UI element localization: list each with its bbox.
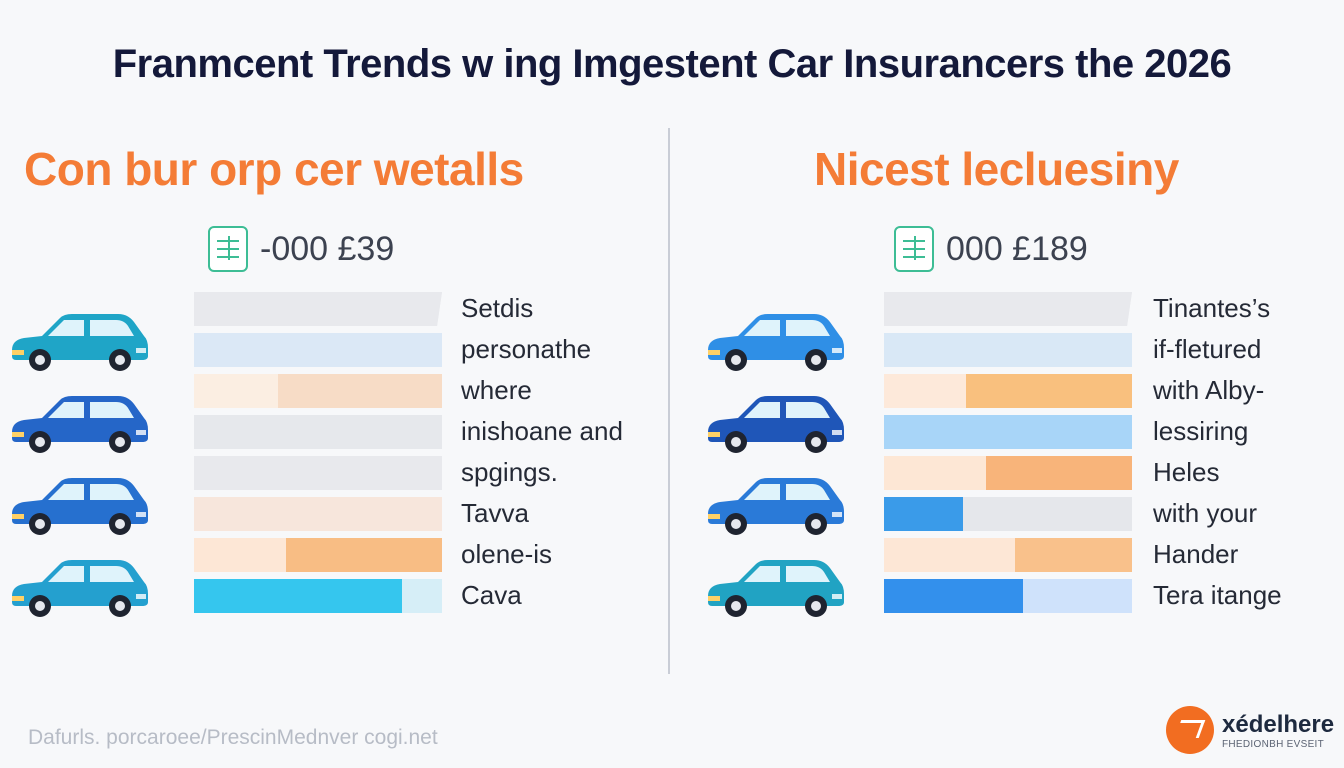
car-icon — [6, 472, 156, 554]
right-description-line: Tera itange — [1153, 580, 1282, 610]
comparison-bar — [884, 374, 1132, 408]
comparison-bar-fill — [965, 374, 1132, 408]
comparison-bar-fill — [985, 456, 1132, 490]
brand-logo-icon — [1166, 706, 1214, 754]
comparison-bar — [194, 292, 442, 326]
comparison-bar — [884, 292, 1132, 326]
comparison-bar — [884, 333, 1132, 367]
comparison-bar — [884, 538, 1132, 572]
comparison-bar — [884, 579, 1132, 613]
comparison-bar-fill — [884, 497, 964, 531]
left-description-line: spgings. — [461, 457, 558, 487]
car-icon — [6, 554, 156, 636]
comparison-bar — [194, 497, 442, 531]
right-price-row: 000 £189 — [894, 226, 1088, 272]
comparison-bar — [194, 456, 442, 490]
left-description-line: Setdis — [461, 293, 534, 323]
comparison-bar — [194, 538, 442, 572]
right-description: Tinantes’s if-fletured with Alby- lessir… — [1153, 288, 1282, 616]
left-description-line: Tavva — [461, 498, 529, 528]
comparison-bar-fill — [884, 292, 1132, 326]
panel-divider — [668, 128, 670, 674]
source-credit: Dafurls. porcaroee/PrescinMednver cogi.n… — [28, 726, 438, 749]
right-car-list — [702, 308, 852, 636]
left-description-line: Cava — [461, 580, 522, 610]
comparison-bar-fill — [278, 374, 442, 408]
right-panel: Nicest lecluesiny 000 £189 Tinantes’s if… — [680, 130, 1344, 630]
left-description-line: olene-is — [461, 539, 553, 569]
comparison-bar — [194, 333, 442, 367]
comparison-bar-fill — [194, 456, 442, 490]
right-description-line: Hander — [1153, 539, 1239, 569]
left-panel-heading: Con bur orp cer wetalls — [24, 143, 524, 195]
right-description-line: lessiring — [1153, 416, 1249, 446]
left-description-line: personathe — [461, 334, 592, 364]
car-icon — [702, 554, 852, 636]
right-description-line: if-fletured — [1153, 334, 1262, 364]
brand-mark: xédelhere FHEDIONBH EVSEIT — [1166, 706, 1334, 754]
comparison-bar-fill — [194, 292, 442, 326]
comparison-bar-fill — [194, 579, 403, 613]
left-description-line: inishoane and — [461, 416, 623, 446]
car-icon — [6, 308, 156, 390]
car-icon — [702, 390, 852, 472]
right-description-line: with your — [1153, 498, 1258, 528]
comparison-bar-fill — [194, 333, 442, 367]
left-description: Setdis personathe where inishoane and sp… — [461, 288, 623, 616]
car-icon — [702, 308, 852, 390]
left-price-text: -000 £39 — [260, 229, 395, 268]
comparison-bar-fill — [884, 579, 1023, 613]
brand-name: xédelhere — [1222, 710, 1335, 738]
comparison-bar — [884, 415, 1132, 449]
left-price-row: -000 £39 — [208, 226, 394, 272]
comparison-bar-fill — [884, 333, 1132, 367]
left-car-list — [6, 308, 156, 636]
brand-tagline: FHEDIONBH EVSEIT — [1222, 738, 1325, 750]
car-icon — [702, 472, 852, 554]
calculator-icon — [894, 226, 934, 272]
comparison-bar-fill — [884, 415, 1132, 449]
comparison-bar — [194, 415, 442, 449]
comparison-bar — [884, 456, 1132, 490]
page-title: Franmcent Trends w ing Imgestent Car Ins… — [112, 42, 1232, 86]
comparison-bar — [194, 579, 442, 613]
left-description-line: where — [461, 375, 532, 405]
left-panel: Con bur orp cer wetalls -000 £39 Setdis … — [0, 130, 660, 630]
right-description-line: Heles — [1153, 457, 1220, 487]
comparison-bar — [884, 497, 1132, 531]
comparison-bar-fill — [194, 497, 442, 531]
right-description-line: with Alby- — [1153, 375, 1265, 405]
left-bar-list — [194, 292, 444, 620]
calculator-icon — [208, 226, 248, 272]
right-price-text: 000 £189 — [946, 229, 1088, 268]
car-icon — [6, 390, 156, 472]
right-description-line: Tinantes’s — [1153, 293, 1271, 323]
comparison-bar-fill — [194, 415, 442, 449]
comparison-bar — [194, 374, 442, 408]
right-bar-list — [884, 292, 1134, 620]
right-panel-heading: Nicest lecluesiny — [814, 143, 1179, 195]
comparison-bar-fill — [1015, 538, 1132, 572]
comparison-bar-fill — [285, 538, 442, 572]
